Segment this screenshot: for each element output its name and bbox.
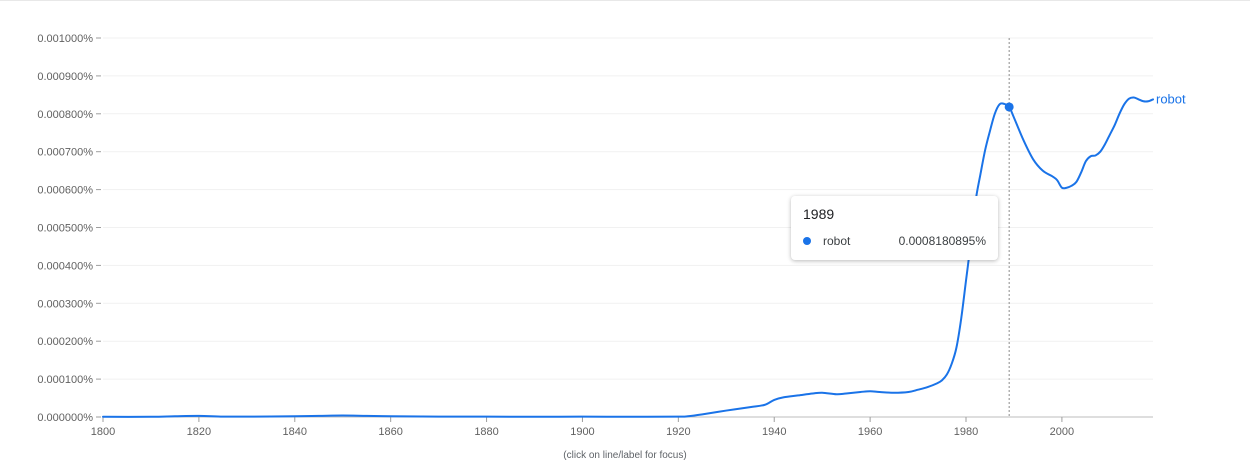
- x-tick-label: 1800: [91, 426, 115, 438]
- x-tick-label: 1860: [378, 426, 402, 438]
- tooltip-year: 1989: [803, 206, 835, 222]
- tooltip-series-name: robot: [823, 234, 851, 248]
- series-layer[interactable]: robot: [102, 91, 1186, 418]
- y-tick-label: 0.000300%: [37, 298, 93, 310]
- focus-hint: (click on line/label for focus): [563, 450, 687, 461]
- grid-lines: [103, 37, 1153, 380]
- tooltip-series-value: 0.0008180895%: [898, 234, 986, 248]
- x-axis: 1800 1820 1840 1860 1880 1900 1920 1940 1960 1980…: [91, 416, 1153, 438]
- y-tick-label: 0.000400%: [37, 260, 93, 272]
- hover-indicator: [1004, 38, 1014, 417]
- y-axis: 0.000000% 0.000100% 0.000200% 0.000300% 0.00…: [37, 33, 101, 424]
- x-tick-label: 1820: [187, 426, 211, 438]
- hover-tooltip: 1989 robot 0.0008180895%: [791, 196, 998, 260]
- y-tick-label: 0.000900%: [37, 71, 93, 83]
- y-tick-label: 0.000200%: [37, 336, 93, 348]
- y-tick-label: 0.000500%: [37, 223, 93, 235]
- x-tick-label: 1900: [570, 426, 594, 438]
- y-tick-label: 0.000800%: [37, 109, 93, 121]
- x-tick-label: 1940: [762, 426, 786, 438]
- x-tick-label: 2000: [1050, 426, 1074, 438]
- x-tick-label: 1880: [474, 426, 498, 438]
- series-label-robot[interactable]: robot: [1156, 91, 1186, 106]
- y-tick-label: 0.000000%: [37, 412, 93, 424]
- x-tick-label: 1980: [954, 426, 978, 438]
- y-tick-label: 0.001000%: [37, 33, 93, 45]
- hover-point: [1004, 102, 1014, 112]
- x-tick-label: 1960: [858, 426, 882, 438]
- y-tick-label: 0.000600%: [37, 185, 93, 197]
- tooltip-series-row: robot 0.0008180895%: [803, 234, 986, 248]
- x-tick-label: 1920: [666, 426, 690, 438]
- x-tick-label: 1840: [283, 426, 307, 438]
- y-tick-label: 0.000700%: [37, 147, 93, 159]
- tooltip-series-dot-icon: [803, 237, 811, 245]
- series-line-robot[interactable]: [102, 96, 1154, 418]
- y-tick-label: 0.000100%: [37, 374, 93, 386]
